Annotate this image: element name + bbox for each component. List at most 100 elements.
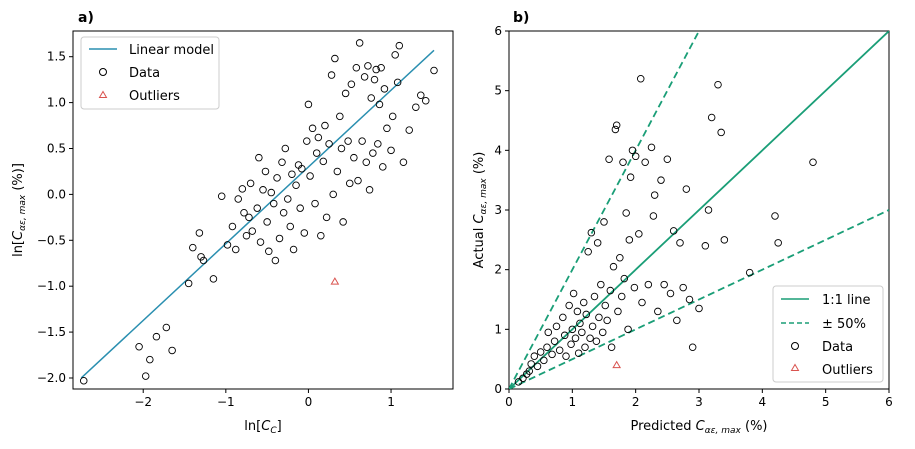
data-point	[543, 343, 551, 351]
x-tick-label: 3	[695, 395, 703, 409]
data-point	[679, 283, 687, 292]
data-point	[405, 126, 413, 134]
data-point	[682, 185, 691, 193]
data-point	[609, 262, 618, 271]
data-point	[540, 356, 548, 365]
data-point	[666, 289, 675, 298]
data-point	[622, 209, 630, 217]
data-point	[331, 54, 339, 63]
y-tick-label: 6	[494, 24, 502, 38]
data-point	[391, 51, 399, 59]
data-point	[624, 325, 632, 334]
data-point	[628, 146, 637, 155]
data-point	[695, 304, 703, 313]
panel-a-y-axis-label: ln[Cαε, max (%)]	[11, 163, 28, 257]
panel-a-series	[79, 39, 438, 385]
data-point	[228, 222, 237, 231]
data-point	[562, 352, 570, 360]
data-point	[135, 343, 143, 351]
x-tick-label: 5	[822, 395, 830, 409]
data-point	[771, 212, 779, 220]
data-point	[387, 146, 395, 155]
x-tick-label: −2	[134, 395, 152, 409]
data-point	[605, 155, 613, 164]
legend-a-linear-model: Linear model	[129, 43, 214, 58]
y-tick-label: 4	[494, 143, 502, 157]
legend-b-one-to-one: 1:1 line	[822, 293, 871, 308]
data-point	[308, 124, 317, 133]
legend-b-outlier-marker	[790, 363, 800, 371]
data-point	[375, 100, 384, 109]
data-point	[300, 229, 309, 237]
data-point	[809, 158, 817, 167]
data-point	[271, 256, 280, 265]
y-tick-label: 2	[494, 263, 502, 277]
data-point	[647, 143, 656, 152]
data-point	[631, 152, 640, 161]
data-point	[654, 307, 662, 316]
data-point	[612, 121, 621, 130]
y-tick-label: 3	[494, 203, 502, 217]
y-tick-label: −0.5	[37, 233, 66, 247]
data-point	[707, 113, 716, 122]
data-point	[598, 328, 607, 337]
data-point	[184, 279, 193, 288]
data-point	[774, 239, 782, 247]
data-point	[569, 289, 578, 298]
data-point	[350, 153, 358, 162]
data-point	[550, 337, 559, 346]
data-point	[141, 372, 150, 380]
data-point	[657, 176, 665, 184]
data-point	[592, 337, 601, 346]
data-point	[303, 137, 311, 145]
data-point	[638, 298, 646, 307]
data-point	[289, 245, 298, 254]
y-tick-label: −2.0	[37, 371, 66, 385]
data-point	[246, 179, 255, 188]
panel-b-ticks: 0 1 2 3 4 5 6 0 1 2 3 4 5 6	[494, 24, 892, 409]
data-point	[641, 158, 649, 167]
data-point	[325, 140, 333, 148]
data-point	[588, 322, 597, 331]
data-point	[393, 78, 402, 87]
data-point	[576, 319, 584, 328]
linear-model-line	[80, 49, 435, 379]
data-point	[720, 236, 729, 244]
data-point	[79, 376, 88, 385]
panel-b-letter: b)	[513, 10, 529, 26]
data-point	[337, 144, 346, 153]
outlier-point	[612, 360, 622, 369]
data-point	[644, 280, 653, 289]
data-point	[430, 66, 438, 75]
data-point	[636, 74, 645, 83]
data-point	[195, 229, 204, 237]
legend-a-outliers: Outliers	[129, 89, 180, 104]
one-to-one-line	[509, 31, 889, 389]
data-point	[286, 222, 295, 231]
data-point	[660, 280, 668, 289]
data-point	[717, 128, 725, 137]
data-point	[345, 179, 354, 188]
panel-a-x-axis-label: ln[CC]	[244, 419, 281, 436]
y-tick-label: 1.5	[47, 50, 66, 64]
data-point	[238, 185, 247, 193]
data-point	[714, 80, 722, 89]
data-point	[281, 144, 290, 153]
data-point	[584, 248, 592, 256]
data-point	[581, 343, 589, 351]
data-point	[362, 158, 371, 167]
upper-50-percent-line	[509, 31, 701, 389]
data-point	[663, 155, 672, 164]
y-tick-label: 0.0	[47, 187, 66, 201]
y-tick-label: −1.0	[37, 279, 66, 293]
legend-b-data: Data	[822, 340, 853, 355]
data-point	[620, 274, 629, 283]
outlier-point	[330, 277, 340, 285]
data-point	[352, 63, 361, 72]
data-point	[617, 292, 626, 301]
data-point	[275, 234, 284, 243]
lower-50-percent-line	[509, 209, 889, 389]
data-point	[354, 176, 362, 185]
data-point	[417, 91, 425, 100]
